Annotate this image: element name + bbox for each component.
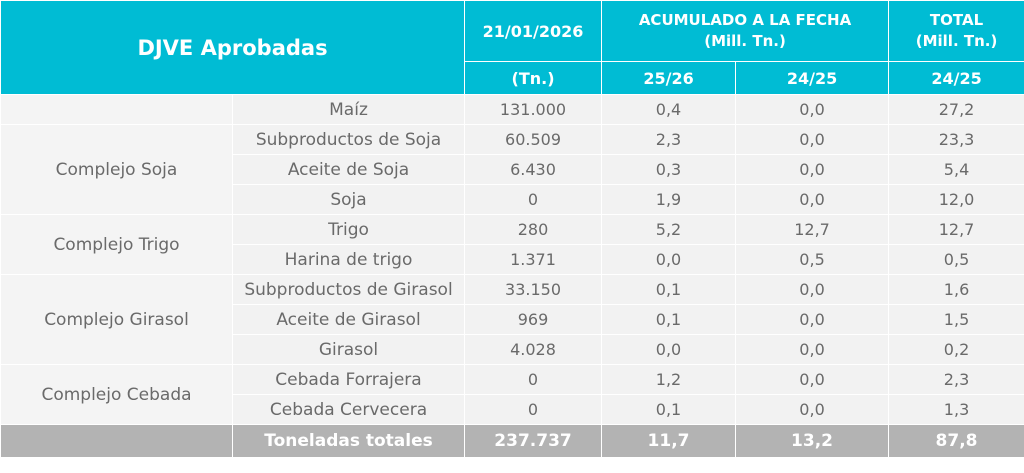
value-cell: 1,2 — [601, 364, 737, 395]
product-cell: Subproductos de Girasol — [231, 274, 466, 305]
value-cell: 0 — [464, 184, 603, 215]
value-cell: 5,4 — [888, 154, 1024, 185]
totals-value: 87,8 — [888, 424, 1024, 458]
totals-label: Toneladas totales — [231, 424, 466, 458]
value-cell: 1,5 — [888, 304, 1024, 335]
value-cell: 0,0 — [601, 244, 737, 275]
product-cell: Cebada Forrajera — [231, 364, 466, 395]
table-row: Complejo Trigo Trigo 280 5,2 12,7 12,7 — [0, 214, 1024, 275]
totals-value: 13,2 — [735, 424, 890, 458]
value-cell: 0,1 — [601, 274, 737, 305]
value-cell: 1.371 — [464, 244, 603, 275]
value-cell: 0 — [464, 364, 603, 395]
value-cell: 969 — [464, 304, 603, 335]
product-cell: Cebada Cervecera — [231, 394, 466, 425]
value-cell: 4.028 — [464, 334, 603, 365]
value-cell: 0,0 — [735, 334, 890, 365]
value-cell: 60.509 — [464, 124, 603, 155]
value-cell: 0,4 — [601, 94, 737, 125]
value-cell: 0 — [464, 394, 603, 425]
value-cell: 0,5 — [888, 244, 1024, 275]
acumulado-unit: (Mill. Tn.) — [704, 32, 786, 50]
value-cell: 131.000 — [464, 94, 603, 125]
value-cell: 2,3 — [888, 364, 1024, 395]
value-cell: 1,9 — [601, 184, 737, 215]
group-cell-empty — [0, 94, 233, 125]
value-cell: 12,7 — [888, 214, 1024, 245]
product-cell: Aceite de Girasol — [231, 304, 466, 335]
group-cell: Complejo Girasol — [0, 274, 233, 365]
value-cell: 0,3 — [601, 154, 737, 185]
value-cell: 0,0 — [735, 124, 890, 155]
value-cell: 280 — [464, 214, 603, 245]
value-cell: 0,0 — [735, 274, 890, 305]
value-cell: 0,0 — [735, 364, 890, 395]
value-cell: 6.430 — [464, 154, 603, 185]
group-cell: Complejo Cebada — [0, 364, 233, 425]
value-cell: 0,1 — [601, 394, 737, 425]
table-row: Maíz 131.000 0,4 0,0 27,2 — [0, 94, 1024, 125]
totals-value: 11,7 — [601, 424, 737, 458]
product-cell: Soja — [231, 184, 466, 215]
value-cell: 0,0 — [735, 154, 890, 185]
value-cell: 12,0 — [888, 184, 1024, 215]
table-row: Harina de trigo 1.371 0,0 0,5 0,5 — [1, 244, 1024, 275]
date-unit-header: (Tn.) — [464, 61, 603, 95]
value-cell: 0,0 — [735, 304, 890, 335]
total-header: TOTAL (Mill. Tn.) — [888, 0, 1024, 62]
table-title: DJVE Aprobadas — [0, 0, 466, 95]
table-row: Aceite de Soja 6.430 0,3 0,0 5,4 — [1, 154, 1024, 185]
table-row: Complejo Girasol Subproductos de Girasol… — [0, 274, 1024, 365]
value-cell: 1,3 — [888, 394, 1024, 425]
group-cell: Complejo Trigo — [0, 214, 233, 275]
product-cell: Subproductos de Soja — [231, 124, 466, 155]
product-cell: Aceite de Soja — [231, 154, 466, 185]
value-cell: 33.150 — [464, 274, 603, 305]
totals-empty-cell — [0, 424, 233, 458]
acumulado-label: ACUMULADO A LA FECHA — [638, 11, 852, 29]
value-cell: 0,0 — [735, 94, 890, 125]
acum-col-2425: 24/25 — [735, 61, 890, 95]
value-cell: 0,0 — [601, 334, 737, 365]
total-label: TOTAL — [929, 11, 984, 29]
table-row: Soja 0 1,9 0,0 12,0 — [1, 184, 1024, 215]
value-cell: 0,5 — [735, 244, 890, 275]
table-row: Complejo Soja Subproductos de Soja 60.50… — [0, 124, 1024, 215]
group-cell: Complejo Soja — [0, 124, 233, 215]
djve-table: DJVE Aprobadas 21/01/2026 ACUMULADO A LA… — [0, 0, 1024, 458]
date-header: 21/01/2026 — [464, 0, 603, 62]
value-cell: 5,2 — [601, 214, 737, 245]
value-cell: 23,3 — [888, 124, 1024, 155]
total-unit: (Mill. Tn.) — [915, 32, 998, 50]
totals-row: Toneladas totales 237.737 11,7 13,2 87,8 — [0, 424, 1024, 458]
product-cell: Harina de trigo — [231, 244, 466, 275]
value-cell: 0,2 — [888, 334, 1024, 365]
table-row: Girasol 4.028 0,0 0,0 0,2 — [1, 334, 1024, 365]
value-cell: 0,0 — [735, 184, 890, 215]
totals-value: 237.737 — [464, 424, 603, 458]
acumulado-header: ACUMULADO A LA FECHA (Mill. Tn.) — [601, 0, 890, 62]
value-cell: 12,7 — [735, 214, 890, 245]
product-cell: Trigo — [231, 214, 466, 245]
value-cell: 2,3 — [601, 124, 737, 155]
value-cell: 1,6 — [888, 274, 1024, 305]
acum-col-2526: 25/26 — [601, 61, 737, 95]
table-row: Cebada Cervecera 0 0,1 0,0 1,3 — [1, 394, 1024, 425]
value-cell: 27,2 — [888, 94, 1024, 125]
value-cell: 0,0 — [735, 394, 890, 425]
table-row: Complejo Cebada Cebada Forrajera 0 1,2 0… — [0, 364, 1024, 425]
total-col-2425: 24/25 — [888, 61, 1024, 95]
table-row: Aceite de Girasol 969 0,1 0,0 1,5 — [1, 304, 1024, 335]
value-cell: 0,1 — [601, 304, 737, 335]
product-cell: Maíz — [231, 94, 466, 125]
product-cell: Girasol — [231, 334, 466, 365]
